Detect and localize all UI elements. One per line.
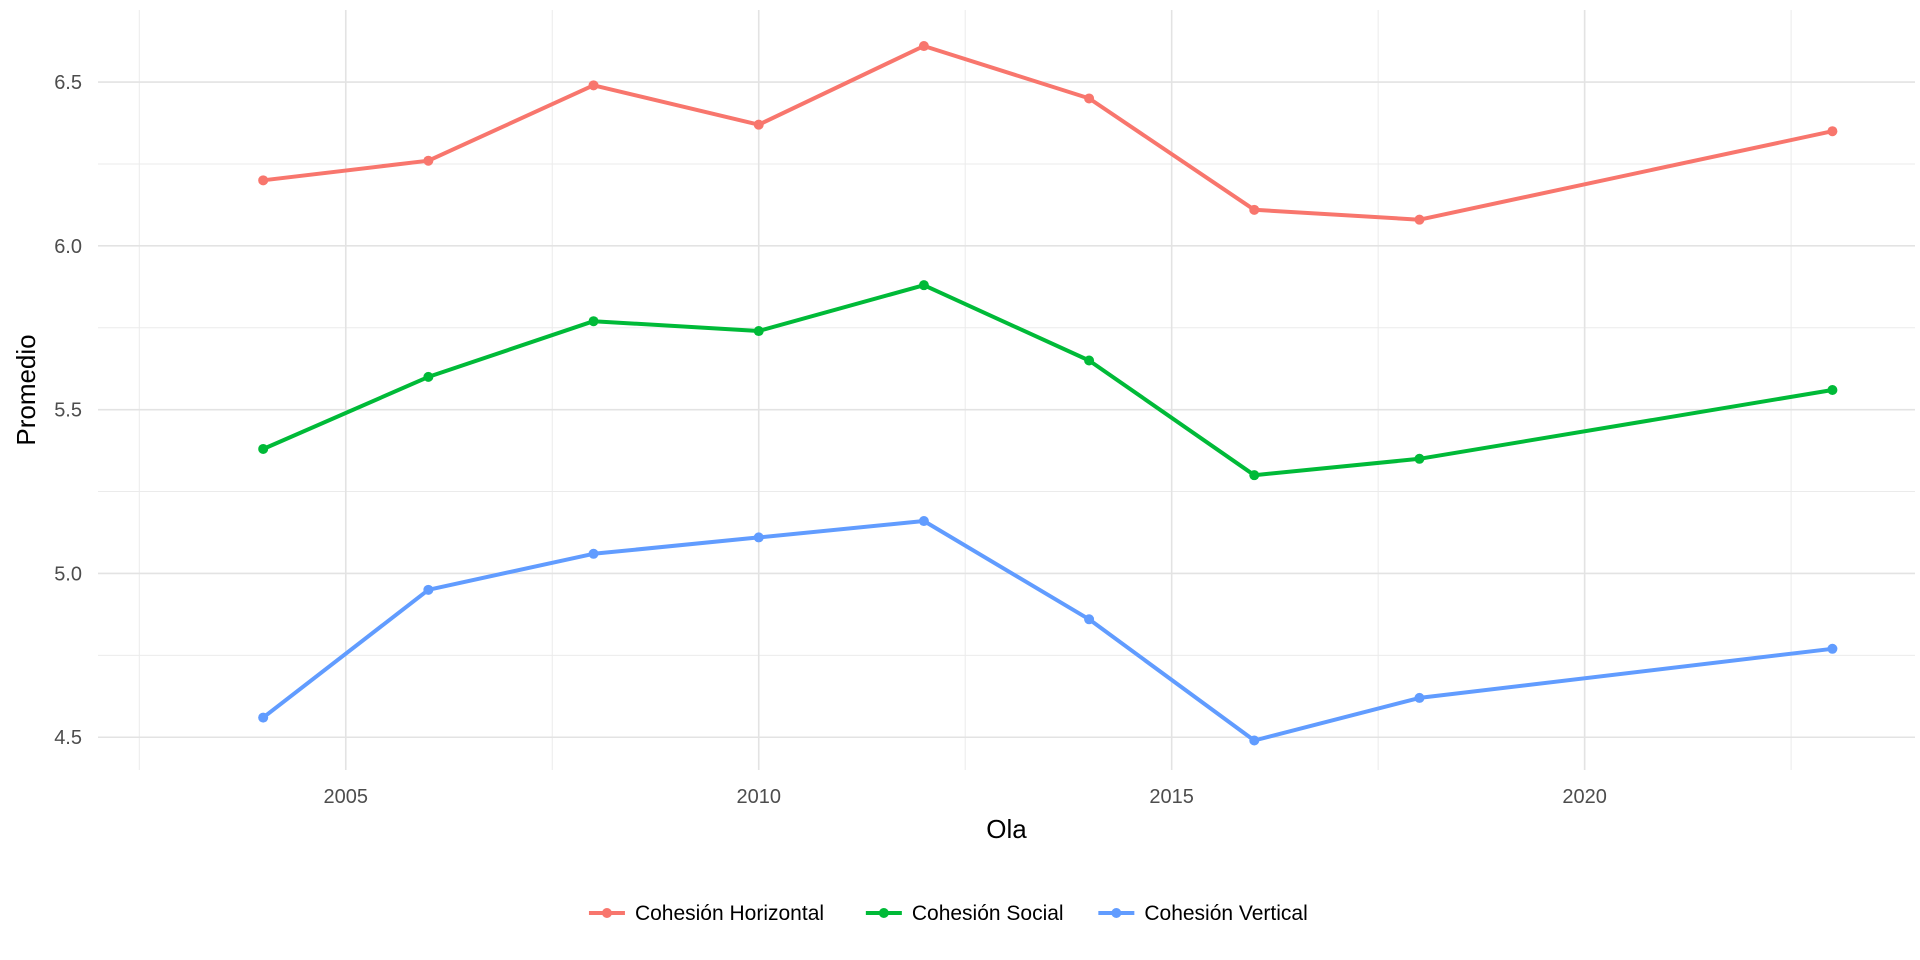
data-point <box>1084 614 1095 625</box>
data-point <box>258 712 269 723</box>
legend-item: Cohesión Horizontal <box>588 902 824 925</box>
data-point <box>753 119 764 130</box>
x-tick-label: 2015 <box>1149 786 1194 808</box>
data-point <box>423 155 434 166</box>
x-tick-label: 2005 <box>324 786 369 808</box>
data-point <box>1414 214 1425 225</box>
legend-label: Cohesión Social <box>912 902 1064 925</box>
y-tick-label: 5.5 <box>54 400 82 422</box>
data-point <box>918 516 929 527</box>
legend-key-point <box>1111 908 1122 918</box>
legend-label: Cohesión Horizontal <box>635 902 824 925</box>
data-point <box>588 80 599 91</box>
legend-key-point <box>878 908 889 918</box>
data-point <box>753 326 764 337</box>
legend: Cohesión Horizontal Cohesión Social Cohesi… <box>588 902 1308 925</box>
y-tick-label: 6.5 <box>54 72 82 94</box>
series-layer <box>258 41 1838 746</box>
data-point <box>1084 93 1095 104</box>
data-point <box>258 175 269 186</box>
series-1 <box>258 41 1838 225</box>
x-axis-title: Ola <box>986 814 1027 844</box>
data-point <box>1249 735 1260 746</box>
y-axis-title: Promedio <box>11 334 41 445</box>
data-point <box>753 532 764 543</box>
y-axis-ticks: 4.5 5.0 5.5 6.0 6.5 <box>54 72 82 749</box>
x-tick-label: 2020 <box>1562 786 1607 808</box>
data-point <box>1827 126 1838 137</box>
series-3 <box>258 516 1838 746</box>
data-point <box>588 316 599 327</box>
series-line <box>262 283 1833 478</box>
data-point <box>1414 453 1425 464</box>
series-2 <box>258 280 1838 481</box>
data-point <box>423 371 434 382</box>
data-point <box>423 584 434 595</box>
data-point <box>1084 355 1095 366</box>
data-point <box>1414 692 1425 703</box>
legend-label: Cohesión Vertical <box>1144 902 1307 925</box>
data-point <box>918 41 929 52</box>
data-point <box>258 443 269 454</box>
data-point <box>1827 643 1838 654</box>
data-point <box>918 280 929 291</box>
data-point <box>1827 385 1838 395</box>
legend-item: Cohesión Social <box>865 902 1064 925</box>
y-tick-label: 6.0 <box>54 236 82 258</box>
y-tick-label: 5.0 <box>54 563 82 585</box>
data-point <box>588 548 599 559</box>
legend-key-point <box>601 908 612 918</box>
grid <box>98 10 1915 770</box>
y-tick-label: 4.5 <box>54 727 82 749</box>
legend-item: Cohesión Vertical <box>1098 902 1308 925</box>
series-line <box>262 44 1833 222</box>
data-point <box>1249 470 1260 481</box>
data-point <box>1249 204 1260 215</box>
x-axis-ticks: 2005 2010 2015 2020 <box>324 786 1607 808</box>
series-line <box>261 519 1833 743</box>
x-tick-label: 2010 <box>736 786 781 808</box>
